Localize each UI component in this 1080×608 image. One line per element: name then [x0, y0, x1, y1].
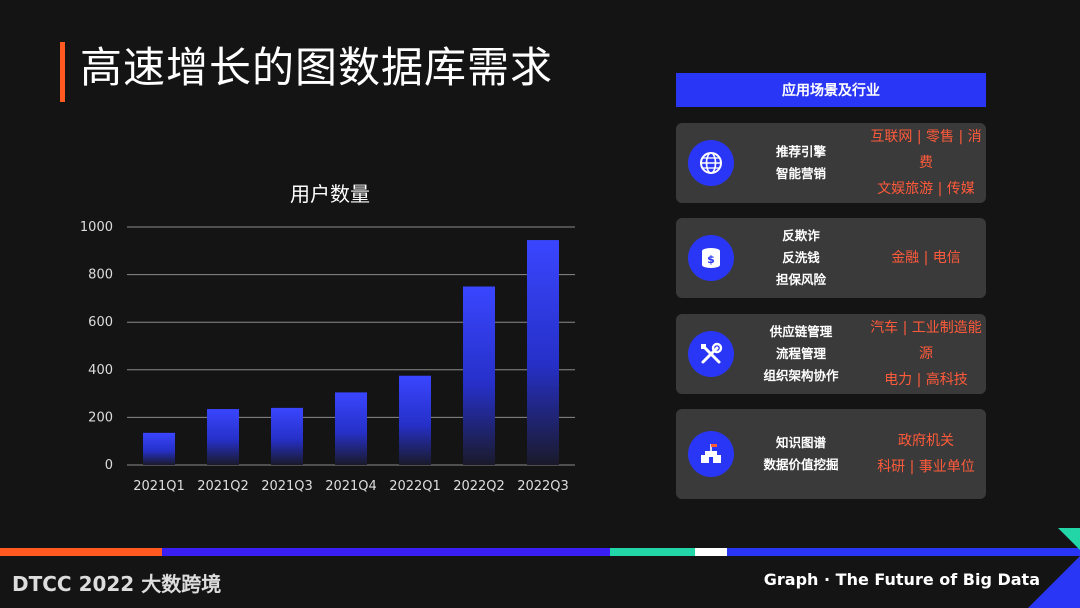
footer-brand-logo: DTCC 2022 大数跨境: [12, 572, 222, 596]
industry-name: 科研 | 事业单位: [877, 459, 975, 475]
page-title: 高速增长的图数据库需求: [80, 43, 554, 92]
industry-name: 互联网 | 零售 | 消费: [870, 129, 982, 171]
industry-name: 金融 | 电信: [891, 250, 961, 266]
scenario-names: 供应链管理流程管理组织架构协作: [736, 321, 866, 387]
corner-accent: [1058, 528, 1080, 550]
scenario-name: 推荐引擎: [775, 144, 826, 159]
scenario-name: 供应链管理: [769, 324, 833, 339]
coins-icon: $: [688, 235, 734, 281]
scenario-name: 智能营销: [775, 166, 826, 181]
tools-icon: [688, 331, 734, 377]
scenario-card: 供应链管理 流程管理 组织架构协作 汽车 | 工业制造能源 电力 | 高科技: [676, 314, 986, 394]
footer-stripe-blue-2: [727, 548, 1080, 556]
scenario-names: 反欺诈反洗钱担保风险: [736, 225, 866, 291]
building-icon: [688, 431, 734, 477]
footer-stripe-white: [695, 548, 727, 556]
globe-icon: [688, 140, 734, 186]
x-tick-label: 2022Q2: [453, 479, 505, 494]
title-accent-bar: [60, 42, 65, 102]
scenario-names: 知识图谱数据价值挖掘: [736, 432, 866, 476]
footer-tagline: Graph · The Future of Big Data: [763, 570, 1040, 589]
scenario-name: 反洗钱: [782, 250, 820, 265]
industry-name: 政府机关: [898, 433, 954, 449]
y-tick-label: 800: [88, 268, 113, 283]
bar-2022Q3: [527, 240, 559, 465]
footer-stripe-blue: [162, 548, 610, 556]
scenario-name: 知识图谱: [775, 435, 826, 450]
bar-2021Q3: [271, 407, 303, 465]
scenario-name: 流程管理: [775, 346, 826, 361]
x-tick-label: 2022Q1: [389, 479, 441, 494]
x-tick-label: 2022Q3: [517, 479, 569, 494]
scenario-name: 数据价值挖掘: [763, 457, 839, 472]
bar-2021Q2: [207, 409, 239, 465]
y-tick-label: 400: [88, 363, 113, 378]
industry-names: 政府机关科研 | 事业单位: [866, 428, 986, 480]
bar-2022Q1: [399, 375, 431, 465]
y-tick-label: 1000: [80, 220, 113, 235]
bar-2021Q4: [335, 392, 367, 465]
x-tick-label: 2021Q1: [133, 479, 185, 494]
x-tick-label: 2021Q3: [261, 479, 313, 494]
scenario-card: 知识图谱 数据价值挖掘 政府机关 科研 | 事业单位: [676, 409, 986, 499]
industry-name: 汽车 | 工业制造能源: [870, 320, 982, 362]
y-tick-label: 0: [105, 458, 113, 473]
industry-name: 文娱旅游 | 传媒: [877, 181, 975, 197]
footer-stripe-green: [610, 548, 695, 556]
bar-2022Q2: [463, 286, 495, 465]
scenario-name: 反欺诈: [782, 228, 820, 243]
user-count-chart: 用户数量 0 200 400 600 800 1000 2021Q1 2021Q2 2021Q…: [80, 182, 575, 494]
scenario-panel-header: 应用场景及行业: [676, 73, 986, 107]
bar-2021Q1: [143, 432, 175, 465]
corner-triangle: [1028, 556, 1080, 608]
industry-names: 汽车 | 工业制造能源电力 | 高科技: [866, 315, 986, 393]
scenario-name: 组织架构协作: [763, 368, 839, 383]
scenario-card: 推荐引擎 智能营销 互联网 | 零售 | 消费 文娱旅游 | 传媒: [676, 123, 986, 203]
x-tick-label: 2021Q2: [197, 479, 249, 494]
scenario-names: 推荐引擎 智能营销: [736, 141, 866, 185]
x-tick-label: 2021Q4: [325, 479, 377, 494]
y-tick-label: 200: [88, 410, 113, 425]
scenario-name: 担保风险: [775, 272, 826, 287]
y-tick-label: 600: [88, 315, 113, 330]
industry-name: 电力 | 高科技: [884, 372, 968, 388]
footer-stripe-orange: [0, 548, 162, 556]
chart-title: 用户数量: [290, 182, 370, 206]
scenario-card: $ 反欺诈反洗钱担保风险 金融 | 电信: [676, 218, 986, 298]
industry-names: 互联网 | 零售 | 消费文娱旅游 | 传媒: [866, 124, 986, 202]
svg-text:$: $: [707, 253, 715, 266]
industry-names: 金融 | 电信: [866, 245, 986, 271]
